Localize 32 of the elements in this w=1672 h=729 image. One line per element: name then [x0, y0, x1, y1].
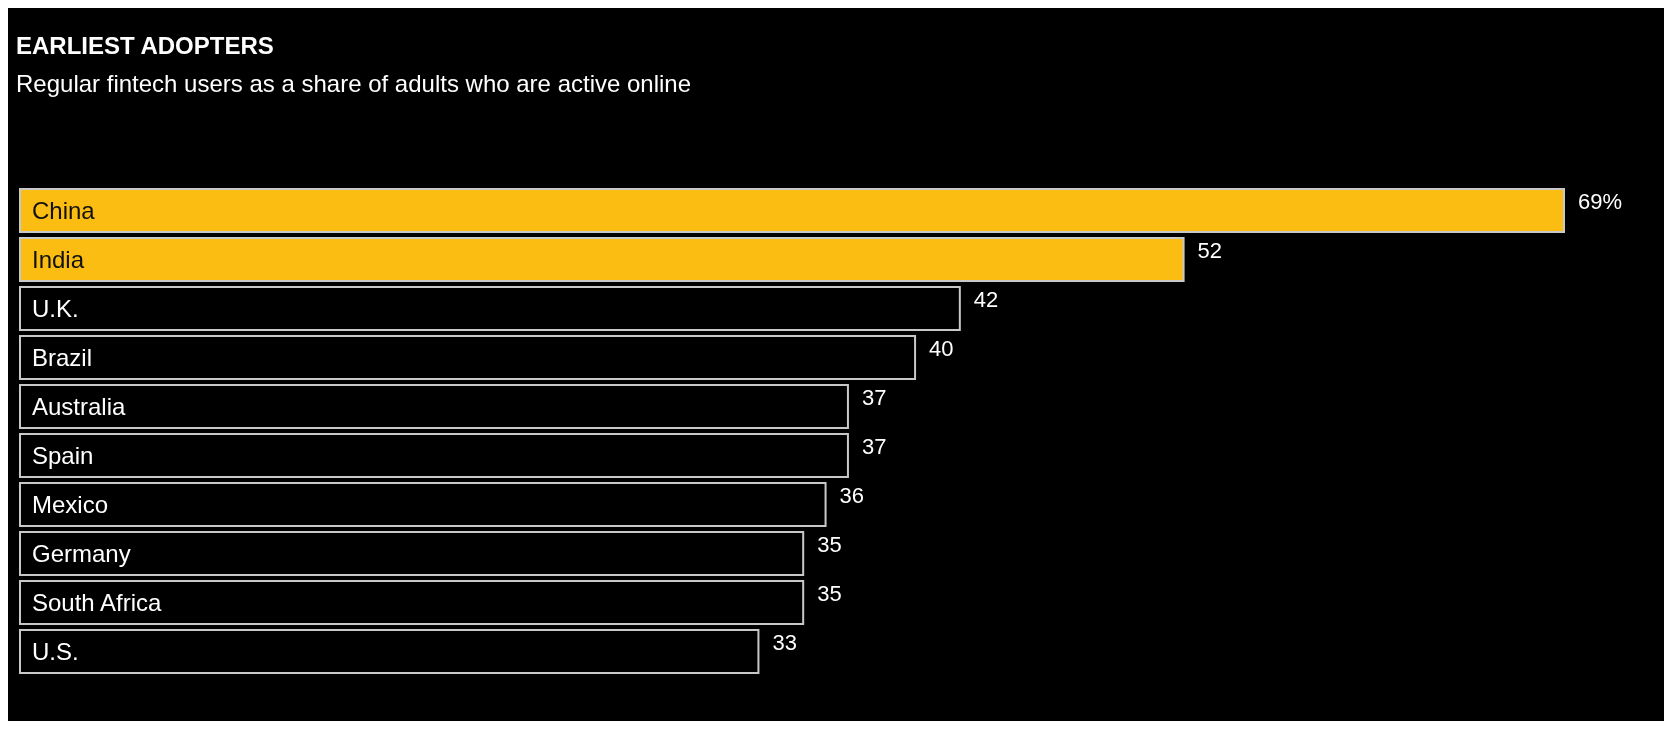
bar [19, 531, 805, 576]
bar [19, 629, 760, 674]
y-tick-label: South Africa [32, 588, 163, 616]
bar [19, 580, 805, 625]
chart-subtitle: Regular fintech users as a share of adults who are active online [16, 70, 692, 98]
y-tick-label: Brazil [32, 343, 93, 371]
data-label: 36 [839, 482, 865, 508]
bar [19, 335, 917, 380]
data-label: 52 [1197, 237, 1223, 263]
data-label: 42 [973, 286, 999, 312]
y-tick-label: Mexico [32, 490, 109, 518]
bar [19, 384, 849, 429]
bar [19, 286, 961, 331]
chart-title: EARLIEST ADOPTERS [16, 32, 274, 60]
data-label: 37 [861, 433, 887, 459]
bar [19, 433, 849, 478]
data-label: 33 [772, 629, 797, 655]
y-tick-label: Spain [32, 441, 94, 469]
bar [19, 482, 827, 527]
y-tick-label: China [32, 196, 96, 224]
y-tick-label: Australia [32, 392, 127, 420]
y-tick-label: U.S. [32, 637, 79, 665]
data-label: 35 [817, 531, 842, 557]
y-tick-label: India [32, 245, 85, 273]
y-tick-label: U.K. [32, 294, 79, 322]
bar [19, 237, 1185, 282]
data-label: 69% [1578, 188, 1623, 214]
data-label: 40 [929, 335, 954, 361]
data-label: 35 [817, 580, 842, 606]
y-tick-label: Germany [32, 539, 131, 567]
bar [19, 188, 1565, 233]
data-label: 37 [861, 384, 887, 410]
